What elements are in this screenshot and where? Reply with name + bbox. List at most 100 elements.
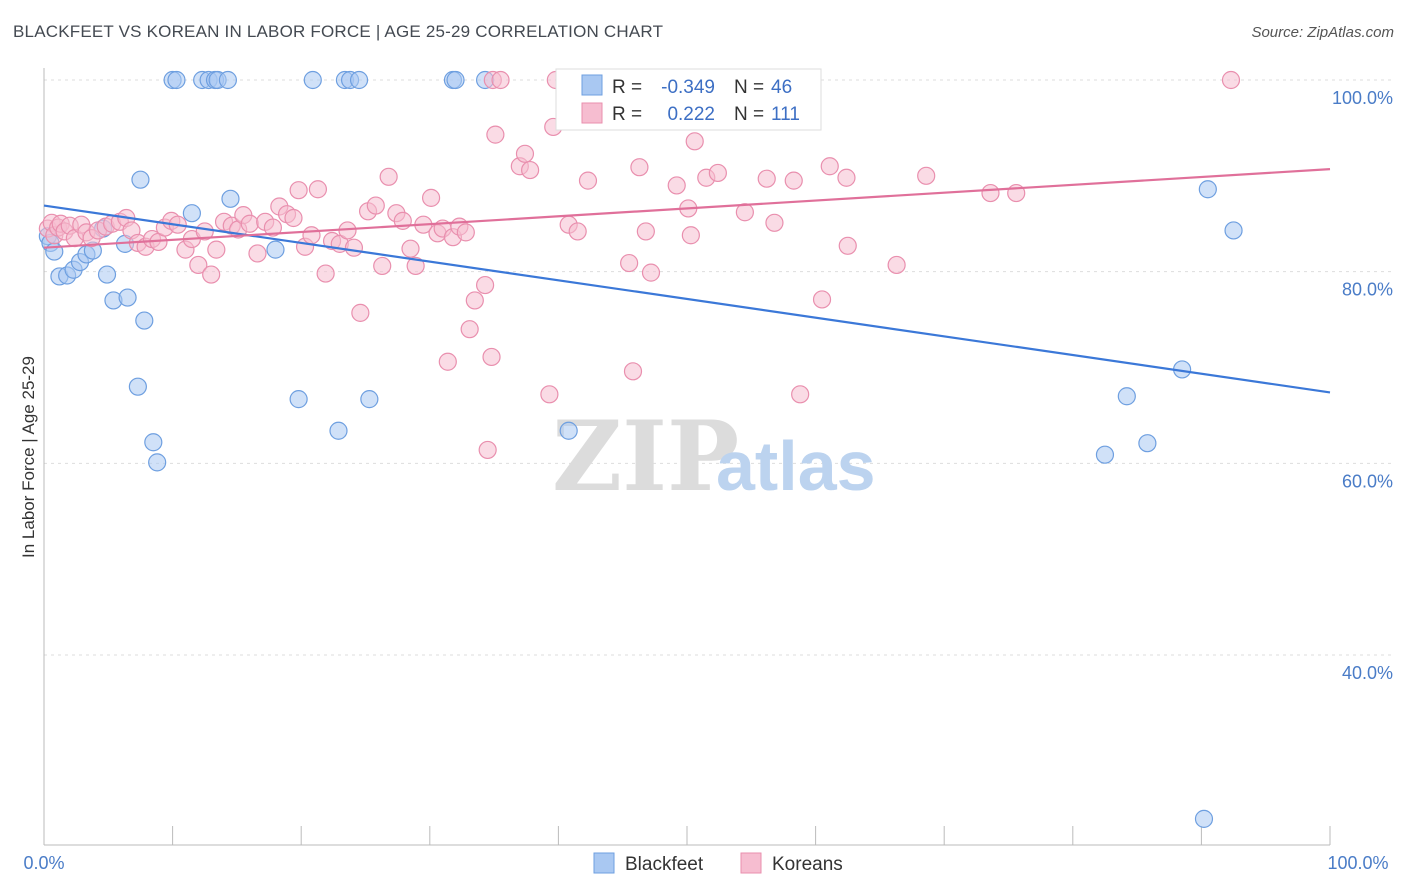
point-blackfeet bbox=[148, 453, 167, 472]
point-koreans bbox=[636, 222, 655, 241]
point-koreans bbox=[308, 180, 328, 199]
x-tick-label-max: 100.0% bbox=[1327, 853, 1388, 873]
point-koreans bbox=[202, 265, 221, 284]
point-blackfeet bbox=[167, 70, 186, 90]
point-blackfeet bbox=[1198, 180, 1217, 199]
bottom-legend-label-koreans: Koreans bbox=[772, 854, 843, 875]
correlation-legend: R = -0.349 N = 46 R = 0.222 N = 111 bbox=[555, 68, 822, 131]
point-koreans bbox=[708, 163, 727, 183]
y-axis-tick-labels: 40.0% 60.0% 80.0% 100.0% bbox=[1332, 88, 1393, 683]
point-koreans bbox=[351, 303, 370, 322]
point-blackfeet bbox=[329, 421, 348, 440]
point-koreans bbox=[207, 240, 226, 259]
point-blackfeet bbox=[266, 240, 285, 259]
point-koreans bbox=[667, 176, 686, 195]
point-blackfeet bbox=[360, 390, 379, 409]
trend-lines bbox=[43, 168, 1331, 394]
point-koreans bbox=[491, 70, 510, 90]
point-koreans bbox=[289, 181, 308, 200]
point-koreans bbox=[620, 253, 639, 273]
bottom-legend-label-blackfeet: Blackfeet bbox=[625, 854, 704, 875]
point-blackfeet bbox=[45, 242, 64, 261]
point-koreans bbox=[757, 169, 776, 188]
point-koreans bbox=[540, 385, 559, 404]
point-koreans bbox=[578, 171, 598, 190]
point-koreans bbox=[482, 347, 501, 367]
legend-r-label-koreans: R = bbox=[612, 104, 642, 125]
point-koreans bbox=[465, 291, 484, 310]
point-blackfeet bbox=[97, 265, 117, 284]
x-tick-label-min: 0.0% bbox=[23, 853, 64, 873]
y-tick-label: 40.0% bbox=[1342, 663, 1393, 683]
point-blackfeet bbox=[559, 421, 578, 440]
point-koreans bbox=[630, 158, 649, 177]
point-koreans bbox=[812, 290, 832, 309]
point-koreans bbox=[515, 144, 535, 163]
point-koreans bbox=[366, 196, 385, 215]
point-koreans bbox=[765, 213, 784, 232]
point-blackfeet bbox=[128, 377, 147, 396]
point-koreans bbox=[1221, 70, 1241, 90]
point-koreans bbox=[373, 256, 392, 276]
point-koreans bbox=[623, 362, 643, 381]
point-koreans bbox=[302, 226, 321, 245]
point-koreans bbox=[521, 160, 540, 180]
legend-swatch-koreans bbox=[581, 102, 603, 124]
point-koreans bbox=[189, 255, 208, 275]
point-koreans bbox=[981, 183, 1000, 203]
watermark-zip: ZIP bbox=[552, 400, 739, 513]
point-koreans bbox=[478, 440, 497, 460]
trend-line-koreans bbox=[43, 168, 1331, 249]
point-koreans bbox=[784, 171, 803, 190]
point-koreans bbox=[401, 239, 420, 258]
point-koreans bbox=[195, 222, 214, 241]
point-koreans bbox=[248, 244, 267, 263]
legend-r-value-blackfeet: -0.349 bbox=[661, 77, 715, 98]
point-koreans bbox=[460, 320, 479, 339]
point-koreans bbox=[681, 226, 700, 245]
point-blackfeet bbox=[1117, 387, 1136, 406]
point-koreans bbox=[421, 188, 441, 207]
point-koreans bbox=[568, 222, 587, 241]
point-koreans bbox=[263, 218, 283, 237]
series-legend: Blackfeet Koreans bbox=[593, 852, 843, 875]
point-blackfeet bbox=[1224, 221, 1243, 240]
point-koreans bbox=[475, 275, 495, 295]
bottom-legend-swatch-koreans bbox=[740, 852, 762, 874]
y-tick-label: 60.0% bbox=[1342, 471, 1393, 491]
legend-swatch-blackfeet bbox=[581, 74, 603, 96]
point-koreans bbox=[486, 125, 505, 144]
watermark-atlas: atlas bbox=[716, 427, 876, 505]
point-blackfeet bbox=[218, 70, 237, 90]
point-koreans bbox=[917, 166, 936, 185]
legend-r-value-koreans: 0.222 bbox=[667, 104, 715, 125]
point-blackfeet bbox=[131, 170, 150, 189]
point-blackfeet bbox=[182, 204, 201, 223]
y-tick-label: 100.0% bbox=[1332, 88, 1393, 108]
point-koreans bbox=[820, 157, 839, 176]
point-blackfeet bbox=[349, 70, 369, 90]
point-koreans bbox=[641, 263, 661, 282]
point-blackfeet bbox=[221, 189, 240, 208]
point-koreans bbox=[240, 214, 259, 233]
point-blackfeet bbox=[446, 70, 465, 90]
point-koreans bbox=[456, 223, 475, 242]
legend-n-value-blackfeet: 46 bbox=[771, 77, 792, 98]
source-credit: Source: ZipAtlas.com bbox=[1251, 24, 1394, 41]
point-blackfeet bbox=[289, 390, 308, 409]
point-koreans bbox=[887, 255, 906, 275]
point-blackfeet bbox=[135, 311, 154, 330]
point-koreans bbox=[685, 132, 704, 151]
legend-n-value-koreans: 111 bbox=[771, 104, 800, 125]
point-koreans bbox=[316, 264, 335, 283]
point-blackfeet bbox=[1095, 445, 1115, 464]
point-koreans bbox=[791, 385, 810, 404]
point-blackfeet bbox=[1194, 809, 1214, 828]
point-koreans bbox=[438, 352, 457, 371]
point-blackfeet bbox=[118, 288, 137, 307]
watermark: ZIP atlas bbox=[552, 400, 876, 513]
point-koreans bbox=[379, 167, 398, 186]
point-blackfeet bbox=[144, 433, 163, 452]
y-axis-label: In Labor Force | Age 25-29 bbox=[19, 356, 38, 558]
